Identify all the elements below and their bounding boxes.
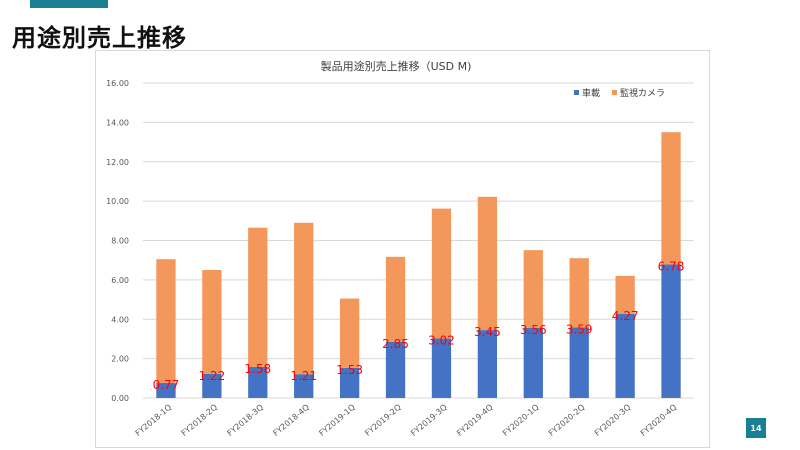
slide-title: 用途別売上推移: [12, 24, 187, 52]
data-label: 2.85: [382, 337, 409, 351]
bar-surveillance: [569, 258, 589, 328]
bar-automotive: [385, 341, 406, 398]
bar-automotive: [294, 374, 314, 398]
bar-surveillance: [615, 275, 635, 314]
bar-surveillance: [248, 227, 268, 367]
y-tick-label: 4.00: [111, 315, 129, 324]
x-tick-label: FY2019-4Q: [455, 403, 495, 438]
accent-bar: [30, 0, 108, 8]
bar-automotive: [569, 327, 589, 398]
bar-surveillance: [294, 222, 314, 375]
data-label: 3.02: [428, 334, 455, 348]
legend: 車載 監視カメラ: [574, 87, 665, 99]
x-axis-ticks: FY2018-1Q FY2018-2Q FY2018-3Q FY2018-4Q FY20…: [134, 403, 679, 438]
chart-title: 製品用途別売上推移（USD M): [321, 59, 472, 73]
bar-automotive: [661, 264, 681, 398]
bar-automotive: [339, 367, 360, 398]
data-label: 3.56: [520, 323, 547, 337]
data-label: 1.58: [244, 362, 271, 376]
legend-label: 監視カメラ: [620, 87, 665, 99]
y-tick-label: 14.00: [106, 118, 129, 127]
bar-surveillance: [661, 132, 681, 265]
page-number: 14: [746, 418, 766, 438]
data-label: 1.53: [336, 363, 363, 377]
bar-surveillance: [156, 259, 176, 383]
data-label: 0.77: [153, 378, 180, 392]
bar-automotive: [202, 373, 222, 398]
x-tick-label: FY2019-2Q: [363, 403, 403, 438]
bar-surveillance: [339, 298, 360, 368]
x-tick-label: FY2018-1Q: [134, 403, 174, 438]
bar-surveillance: [431, 208, 452, 339]
bar-automotive: [477, 330, 498, 398]
data-label: 3.45: [474, 325, 501, 339]
data-label: 6.78: [658, 260, 685, 274]
gridlines: [143, 82, 694, 399]
y-tick-label: 16.00: [106, 79, 129, 88]
y-tick-label: 8.00: [111, 237, 129, 246]
legend-swatch-automotive: [574, 90, 579, 95]
bar-surveillance: [202, 270, 222, 374]
data-labels: 0.77 1.22 1.58 1.21 1.53 2.85 3.02 3.45 3.56 3.59…: [153, 260, 685, 392]
bar-automotive: [248, 366, 268, 398]
x-tick-label: FY2020-2Q: [547, 403, 587, 438]
bars: [156, 132, 681, 398]
data-label: 4.27: [612, 309, 639, 323]
x-tick-label: FY2018-2Q: [180, 403, 220, 438]
data-label: 1.21: [290, 369, 317, 383]
x-tick-label: FY2019-1Q: [317, 403, 357, 438]
y-tick-label: 12.00: [106, 158, 129, 167]
bar-automotive: [156, 382, 176, 398]
y-axis-ticks: 0.00 2.00 4.00 6.00 8.00 10.00 12.00 14.00 16.00: [106, 79, 129, 403]
y-tick-label: 2.00: [111, 355, 129, 364]
data-label: 1.22: [199, 369, 226, 383]
y-tick-label: 6.00: [111, 276, 129, 285]
bar-automotive: [431, 338, 452, 398]
chart-frame: 製品用途別売上推移（USD M) 0.00 2.00 4.00 6.00 8.00 10.…: [95, 50, 710, 448]
x-tick-label: FY2020-1Q: [501, 403, 541, 438]
x-tick-label: FY2020-3Q: [593, 403, 633, 438]
x-tick-label: FY2018-4Q: [271, 403, 311, 438]
bar-automotive: [615, 313, 635, 398]
x-tick-label: FY2018-3Q: [225, 403, 265, 438]
legend-swatch-surveillance: [612, 90, 617, 95]
y-tick-label: 10.00: [106, 197, 129, 206]
bar-automotive: [523, 327, 543, 398]
y-tick-label: 0.00: [111, 394, 129, 403]
stacked-bar-chart: 製品用途別売上推移（USD M) 0.00 2.00 4.00 6.00 8.00 10.…: [106, 59, 694, 438]
legend-label: 車載: [582, 87, 600, 99]
bar-surveillance: [523, 250, 543, 328]
data-label: 3.59: [566, 322, 593, 336]
x-tick-label: FY2020-4Q: [639, 403, 679, 438]
x-tick-label: FY2019-3Q: [409, 403, 449, 438]
bar-surveillance: [477, 196, 498, 331]
bar-surveillance: [385, 256, 406, 342]
